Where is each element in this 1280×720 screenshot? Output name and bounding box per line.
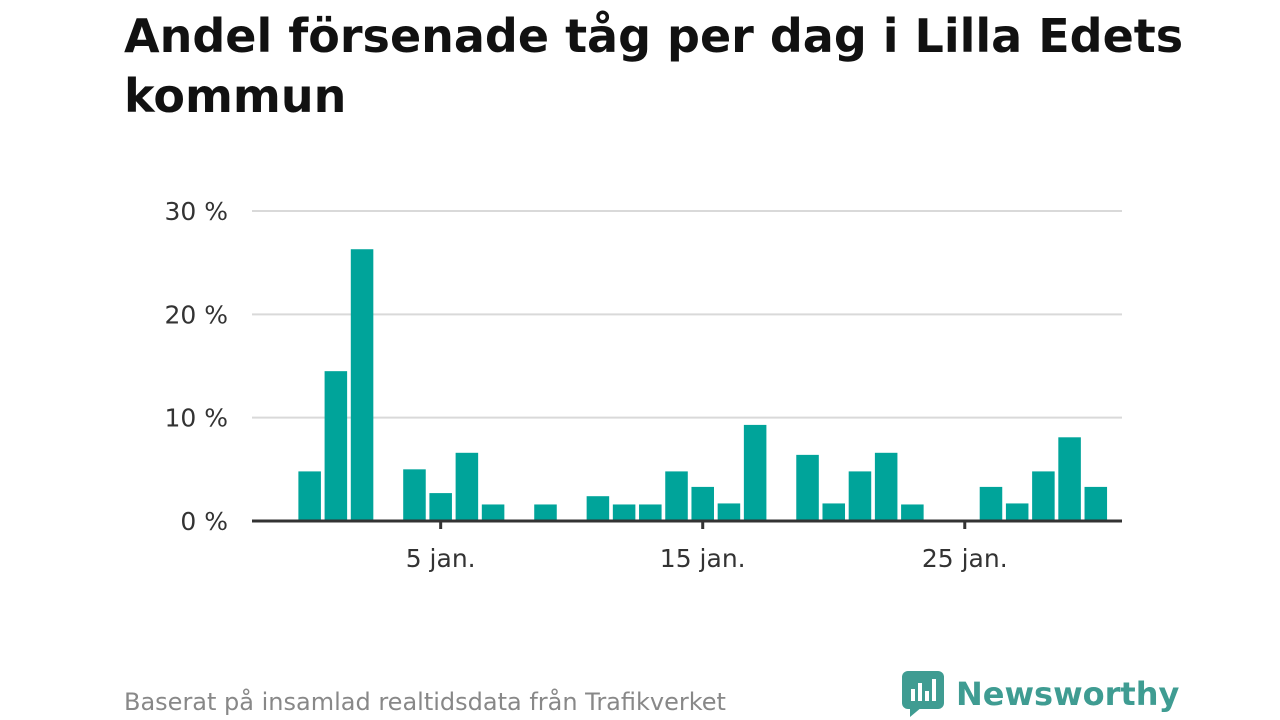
bar bbox=[298, 471, 321, 521]
bar bbox=[979, 486, 1003, 521]
brand-logo: Newsworthy bbox=[902, 670, 1179, 718]
y-tick-label: 20 % bbox=[164, 300, 228, 329]
y-tick-label: 0 % bbox=[180, 507, 228, 536]
bars-layer bbox=[298, 249, 1108, 521]
bar bbox=[1058, 437, 1081, 521]
bar bbox=[639, 504, 662, 521]
bar bbox=[691, 486, 714, 521]
axis-layer: 0 % 10 % 20 % 30 % 5 jan. 15 jan. 25 jan. bbox=[164, 197, 1122, 573]
bar bbox=[874, 452, 898, 521]
bar-chart: 0 % 10 % 20 % 30 % 5 jan. 15 jan. 25 jan. bbox=[164, 197, 1122, 573]
newsworthy-icon bbox=[902, 671, 944, 717]
bar bbox=[324, 371, 348, 521]
bar bbox=[717, 503, 741, 521]
grid-layer bbox=[252, 210, 1122, 419]
bar bbox=[534, 504, 557, 521]
bar bbox=[1032, 471, 1055, 521]
bar bbox=[403, 469, 426, 521]
bar bbox=[586, 496, 610, 521]
y-tick-label: 30 % bbox=[164, 197, 228, 226]
x-tick-label: 15 jan. bbox=[660, 544, 746, 573]
bar bbox=[612, 504, 636, 521]
bar bbox=[350, 249, 374, 521]
bar bbox=[901, 504, 924, 521]
bar bbox=[743, 424, 767, 521]
source-note: Baserat på insamlad realtidsdata från Tr… bbox=[124, 688, 726, 716]
bar bbox=[822, 503, 846, 521]
bar bbox=[429, 493, 452, 521]
bar bbox=[1005, 503, 1029, 521]
bar bbox=[481, 504, 505, 521]
x-tick-label: 5 jan. bbox=[406, 544, 476, 573]
chart-title: Andel försenade tåg per dag i Lilla Edet… bbox=[124, 9, 1184, 123]
bar bbox=[665, 471, 688, 521]
bar bbox=[796, 454, 819, 521]
x-tick-label: 25 jan. bbox=[922, 544, 1008, 573]
brand-name: Newsworthy bbox=[956, 675, 1180, 713]
bar bbox=[455, 452, 479, 521]
y-tick-label: 10 % bbox=[164, 404, 228, 433]
bar bbox=[848, 471, 872, 521]
bar bbox=[1084, 486, 1108, 521]
